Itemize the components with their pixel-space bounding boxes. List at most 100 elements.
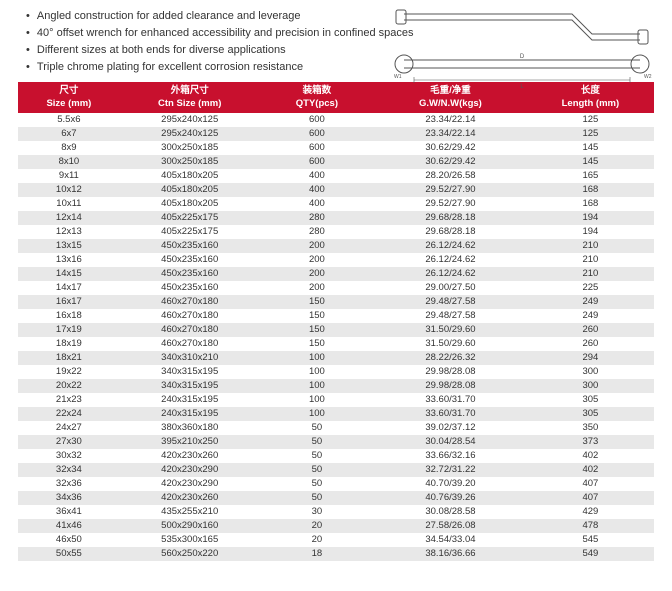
table-row: 19x22340x315x19510029.98/28.08300 — [18, 365, 654, 379]
table-cell: 450x235x160 — [120, 239, 260, 253]
table-cell: 50 — [260, 449, 374, 463]
table-cell: 26.12/24.62 — [374, 239, 527, 253]
table-cell: 14x17 — [18, 281, 120, 295]
table-cell: 29.52/27.90 — [374, 183, 527, 197]
table-cell: 29.00/27.50 — [374, 281, 527, 295]
table-cell: 340x315x195 — [120, 379, 260, 393]
table-cell: 100 — [260, 351, 374, 365]
table-cell: 29.52/27.90 — [374, 197, 527, 211]
table-cell: 27x30 — [18, 435, 120, 449]
table-cell: 23.34/22.14 — [374, 113, 527, 127]
table-row: 22x24240x315x19510033.60/31.70305 — [18, 407, 654, 421]
table-cell: 17x19 — [18, 323, 120, 337]
table-cell: 20 — [260, 519, 374, 533]
table-cell: 200 — [260, 281, 374, 295]
table-cell: 26.12/24.62 — [374, 253, 527, 267]
table-cell: 300 — [527, 365, 654, 379]
table-cell: 28.22/26.32 — [374, 351, 527, 365]
table-row: 5.5x6295x240x12560023.34/22.14125 — [18, 113, 654, 127]
table-row: 32x36420x230x2905040.70/39.20407 — [18, 477, 654, 491]
table-cell: 402 — [527, 449, 654, 463]
table-cell: 33.60/31.70 — [374, 407, 527, 421]
table-row: 27x30395x210x2505030.04/28.54373 — [18, 435, 654, 449]
table-cell: 294 — [527, 351, 654, 365]
table-cell: 407 — [527, 477, 654, 491]
table-cell: 295x240x125 — [120, 127, 260, 141]
table-cell: 380x360x180 — [120, 421, 260, 435]
table-cell: 50 — [260, 491, 374, 505]
diagram-label-w1: W1 — [394, 74, 402, 80]
table-cell: 10x11 — [18, 197, 120, 211]
table-row: 18x19460x270x18015031.50/29.60260 — [18, 337, 654, 351]
table-cell: 407 — [527, 491, 654, 505]
table-cell: 305 — [527, 393, 654, 407]
table-cell: 249 — [527, 309, 654, 323]
table-row: 10x11405x180x20540029.52/27.90168 — [18, 197, 654, 211]
table-cell: 8x10 — [18, 155, 120, 169]
table-cell: 460x270x180 — [120, 309, 260, 323]
table-cell: 549 — [527, 547, 654, 561]
table-cell: 20x22 — [18, 379, 120, 393]
table-cell: 5.5x6 — [18, 113, 120, 127]
table-row: 13x15450x235x16020026.12/24.62210 — [18, 239, 654, 253]
table-cell: 29.68/28.18 — [374, 225, 527, 239]
table-cell: 500x290x160 — [120, 519, 260, 533]
diagram-label-w2: W2 — [644, 74, 652, 80]
table-row: 9x11405x180x20540028.20/26.58165 — [18, 169, 654, 183]
table-cell: 429 — [527, 505, 654, 519]
table-cell: 32x34 — [18, 463, 120, 477]
table-row: 18x21340x310x21010028.22/26.32294 — [18, 351, 654, 365]
table-cell: 249 — [527, 295, 654, 309]
table-cell: 168 — [527, 197, 654, 211]
table-cell: 100 — [260, 407, 374, 421]
table-cell: 420x230x290 — [120, 463, 260, 477]
table-cell: 14x15 — [18, 267, 120, 281]
table-cell: 8x9 — [18, 141, 120, 155]
table-cell: 305 — [527, 407, 654, 421]
table-cell: 435x255x210 — [120, 505, 260, 519]
table-row: 14x15450x235x16020026.12/24.62210 — [18, 267, 654, 281]
table-cell: 19x22 — [18, 365, 120, 379]
table-cell: 400 — [260, 169, 374, 183]
table-cell: 450x235x160 — [120, 253, 260, 267]
table-cell: 145 — [527, 155, 654, 169]
table-cell: 30.04/28.54 — [374, 435, 527, 449]
table-cell: 50 — [260, 435, 374, 449]
table-cell: 420x230x290 — [120, 477, 260, 491]
table-cell: 210 — [527, 253, 654, 267]
table-row: 17x19460x270x18015031.50/29.60260 — [18, 323, 654, 337]
table-cell: 39.02/37.12 — [374, 421, 527, 435]
table-cell: 145 — [527, 141, 654, 155]
table-cell: 50 — [260, 477, 374, 491]
table-cell: 31.50/29.60 — [374, 323, 527, 337]
table-cell: 125 — [527, 127, 654, 141]
th-qty: 装箱数QTY(pcs) — [260, 82, 374, 113]
table-row: 13x16450x235x16020026.12/24.62210 — [18, 253, 654, 267]
table-cell: 18x21 — [18, 351, 120, 365]
table-cell: 50 — [260, 463, 374, 477]
table-cell: 150 — [260, 337, 374, 351]
table-cell: 6x7 — [18, 127, 120, 141]
table-row: 12x13405x225x17528029.68/28.18194 — [18, 225, 654, 239]
table-row: 10x12405x180x20540029.52/27.90168 — [18, 183, 654, 197]
table-cell: 460x270x180 — [120, 295, 260, 309]
table-cell: 32.72/31.22 — [374, 463, 527, 477]
table-cell: 295x240x125 — [120, 113, 260, 127]
table-cell: 30x32 — [18, 449, 120, 463]
table-cell: 545 — [527, 533, 654, 547]
table-cell: 240x315x195 — [120, 407, 260, 421]
table-cell: 31.50/29.60 — [374, 337, 527, 351]
table-cell: 460x270x180 — [120, 337, 260, 351]
table-cell: 100 — [260, 379, 374, 393]
th-ctn: 外箱尺寸Ctn Size (mm) — [120, 82, 260, 113]
table-row: 16x18460x270x18015029.48/27.58249 — [18, 309, 654, 323]
table-cell: 600 — [260, 127, 374, 141]
table-cell: 34.54/33.04 — [374, 533, 527, 547]
table-cell: 300x250x185 — [120, 141, 260, 155]
table-cell: 300 — [527, 379, 654, 393]
table-cell: 125 — [527, 113, 654, 127]
table-cell: 23.34/22.14 — [374, 127, 527, 141]
table-cell: 32x36 — [18, 477, 120, 491]
table-cell: 420x230x260 — [120, 491, 260, 505]
table-cell: 50 — [260, 421, 374, 435]
